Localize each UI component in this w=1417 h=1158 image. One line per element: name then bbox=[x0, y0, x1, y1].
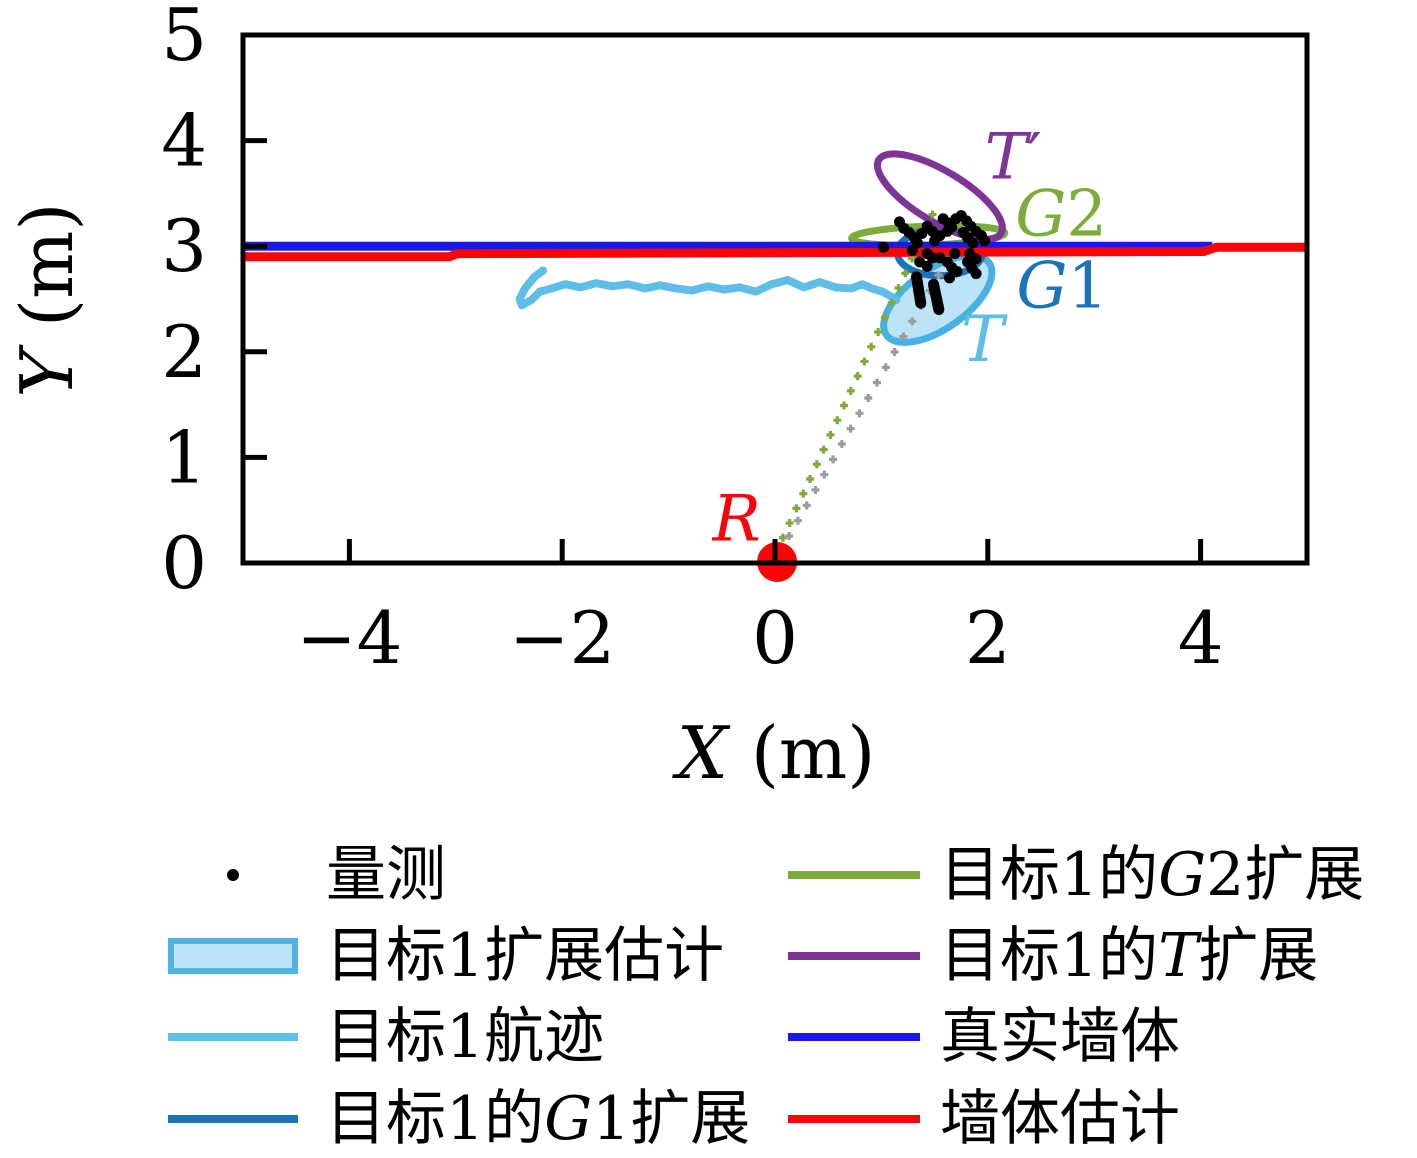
los-marker-green bbox=[860, 357, 869, 366]
legend-marker-left-3-line bbox=[168, 1115, 298, 1123]
measurement-dot bbox=[943, 272, 955, 284]
los-marker-gray bbox=[811, 486, 820, 495]
measurement-dot bbox=[970, 268, 982, 280]
los-marker-green bbox=[806, 474, 815, 483]
los-marker-green bbox=[846, 386, 855, 395]
los-marker-green bbox=[887, 298, 896, 307]
legend-marker-right-2-line bbox=[788, 1033, 920, 1041]
annotation-t-prime: T′ bbox=[985, 120, 1042, 194]
los-marker-green bbox=[853, 372, 862, 381]
los-marker-gray bbox=[829, 455, 838, 464]
legend-marker-left-0-dot bbox=[227, 869, 239, 881]
los-marker-gray bbox=[873, 378, 882, 387]
los-marker-gray bbox=[881, 363, 890, 372]
y-tick-label: 5 bbox=[161, 0, 207, 77]
measurement-dot bbox=[916, 228, 928, 240]
measurement-dot bbox=[921, 260, 933, 272]
legend-label-right-0: 目标1的G2扩展 bbox=[940, 840, 1365, 910]
los-marker-green bbox=[894, 283, 903, 292]
measurement-streak bbox=[911, 271, 927, 309]
x-tick-label: −2 bbox=[509, 596, 615, 680]
x-tick-label: 4 bbox=[1178, 596, 1224, 680]
los-marker-gray bbox=[908, 317, 917, 326]
legend-label-right-2: 真实墙体 bbox=[940, 1002, 1180, 1072]
los-marker-gray bbox=[890, 347, 899, 356]
measurement-dot bbox=[906, 244, 918, 256]
legend-label-right-3: 墙体估计 bbox=[940, 1084, 1180, 1154]
los-marker-green bbox=[840, 401, 849, 410]
legend-marker-right-3-line bbox=[788, 1115, 920, 1123]
los-marker-green bbox=[778, 533, 787, 542]
los-marker-green bbox=[812, 460, 821, 469]
y-tick-label: 2 bbox=[161, 310, 207, 394]
los-marker-green bbox=[792, 504, 801, 513]
los-marker-green bbox=[867, 342, 876, 351]
los-marker-green bbox=[826, 430, 835, 439]
legend-label-left-2: 目标1航迹 bbox=[326, 1002, 605, 1072]
los-marker-green bbox=[833, 416, 842, 425]
los-marker-green bbox=[785, 519, 794, 528]
measurement-dot bbox=[929, 235, 941, 247]
los-marker-green bbox=[901, 269, 910, 278]
los-marker-gray bbox=[820, 470, 829, 479]
measurement-streak bbox=[928, 278, 945, 316]
los-marker-green bbox=[908, 254, 917, 263]
legend-label-left-1: 目标1扩展估计 bbox=[326, 921, 725, 991]
y-tick-label: 4 bbox=[161, 99, 207, 183]
measurement-dot bbox=[967, 237, 979, 249]
legend-label-left-3: 目标1的G1扩展 bbox=[326, 1084, 751, 1154]
measurement-dot bbox=[979, 235, 991, 247]
wall-estimate-line bbox=[243, 242, 1307, 262]
los-marker-gray bbox=[899, 332, 908, 341]
annotation-t: T bbox=[961, 303, 1008, 377]
x-tick-label: 2 bbox=[965, 596, 1011, 680]
legend-marker-right-1-line bbox=[788, 952, 920, 960]
target1-track-line bbox=[515, 266, 901, 310]
x-tick-label: 0 bbox=[752, 596, 798, 680]
los-marker-gray bbox=[855, 409, 864, 418]
los-marker-gray bbox=[864, 393, 873, 402]
y-tick-label: 3 bbox=[161, 204, 207, 288]
y-axis-title: Y (m) bbox=[5, 203, 89, 398]
los-marker-gray bbox=[846, 424, 855, 433]
legend-label-left-0: 量测 bbox=[326, 840, 446, 910]
los-marker-gray bbox=[802, 501, 811, 510]
legend-marker-right-0-line bbox=[788, 871, 920, 879]
legend-label-right-1: 目标1的T扩展 bbox=[940, 921, 1319, 991]
annotation-g1: G1 bbox=[1016, 249, 1108, 323]
los-marker-green bbox=[928, 210, 937, 219]
legend-marker-left-2-line bbox=[168, 1033, 298, 1041]
los-marker-green bbox=[874, 328, 883, 337]
los-marker-gray bbox=[837, 440, 846, 449]
y-tick-label: 1 bbox=[161, 415, 207, 499]
annotation-g2: G2 bbox=[1015, 177, 1107, 251]
y-tick-label: 0 bbox=[161, 521, 207, 605]
los-marker-gray bbox=[793, 516, 802, 525]
los-marker-green bbox=[799, 489, 808, 498]
x-axis-title: X (m) bbox=[672, 711, 876, 795]
measurement-dot bbox=[951, 266, 963, 278]
annotation-r: R bbox=[712, 483, 761, 557]
los-marker-green bbox=[819, 445, 828, 454]
los-marker-gray bbox=[934, 271, 943, 280]
measurement-dot bbox=[878, 241, 890, 253]
measurement-dot bbox=[949, 248, 961, 260]
los-marker-green bbox=[880, 313, 889, 322]
measurement-dot bbox=[934, 252, 946, 264]
los-marker-gray bbox=[785, 532, 794, 541]
x-tick-label: −4 bbox=[296, 596, 402, 680]
legend-marker-left-1-rect bbox=[168, 938, 298, 974]
t-prime-extension-ellipse bbox=[873, 150, 1006, 243]
measurement-dot bbox=[970, 253, 982, 265]
